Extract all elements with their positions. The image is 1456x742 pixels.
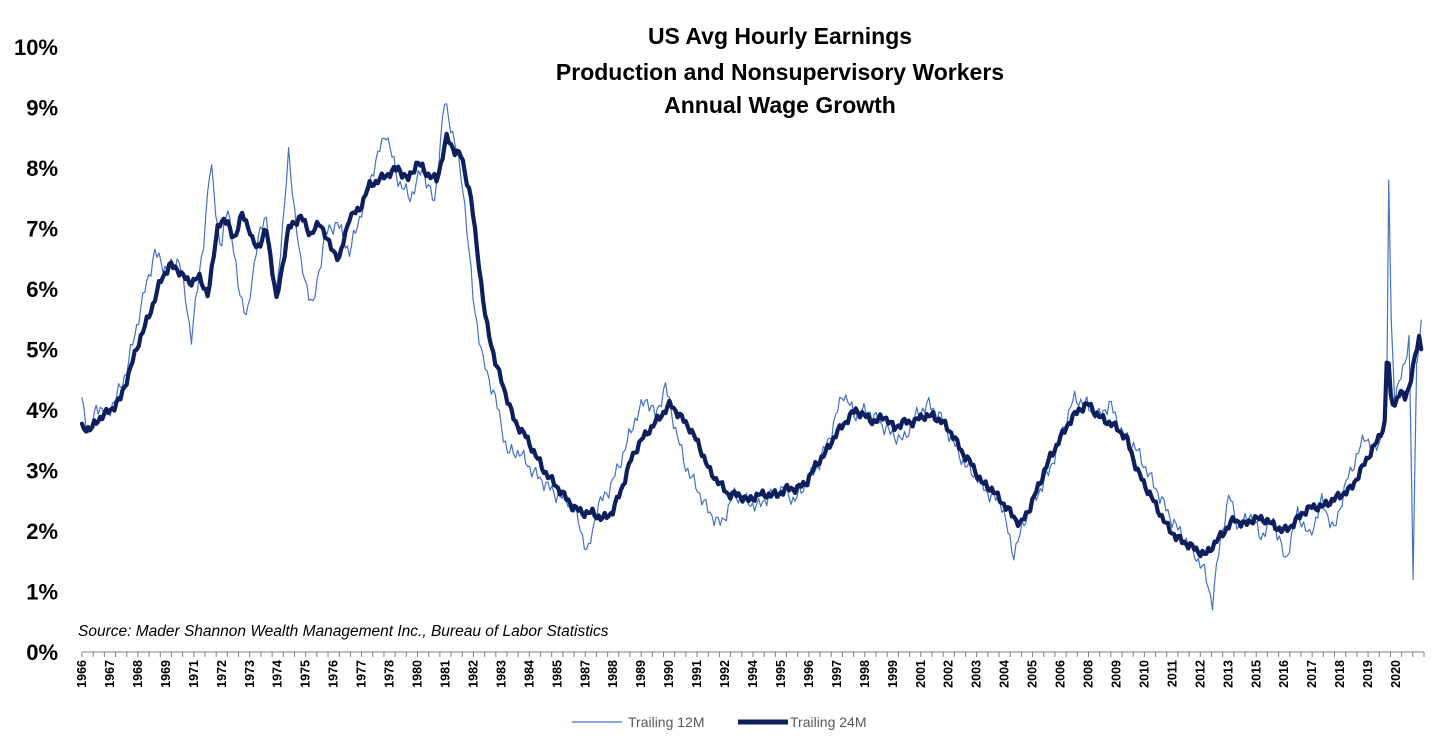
chart-title-line-3: Annual Wage Growth — [664, 92, 896, 118]
x-axis: 1966 1967 1968 1969 1971 1972 1973 1974 1975 1976… — [75, 651, 1425, 688]
x-tick-label: 1996 — [802, 660, 816, 688]
x-tick-label: 2012 — [1193, 660, 1207, 688]
x-tick-label: 2005 — [1026, 660, 1040, 688]
x-tick-label: 1975 — [299, 660, 313, 688]
x-tick-label: 2020 — [1389, 660, 1403, 688]
x-tick-label: 1967 — [103, 660, 117, 688]
x-tick-label: 1966 — [75, 660, 89, 688]
x-tick-label: 2006 — [1054, 660, 1068, 688]
chart-title-line-1: US Avg Hourly Earnings — [648, 23, 912, 49]
x-tick-label: 2011 — [1165, 660, 1179, 687]
y-tick-label: 4% — [26, 398, 58, 423]
x-tick-label: 1990 — [662, 660, 676, 688]
legend: Trailing 12M Trailing 24M — [572, 714, 867, 730]
x-tick-label: 1971 — [187, 660, 201, 688]
x-tick-label: 2019 — [1361, 660, 1375, 688]
x-tick-label: 1991 — [690, 660, 704, 688]
x-tick-label: 1981 — [438, 660, 452, 688]
x-tick-label: 1972 — [215, 660, 229, 688]
x-tick-label: 2017 — [1305, 660, 1319, 688]
x-tick-label: 2016 — [1277, 660, 1291, 688]
x-tick-label: 1982 — [466, 660, 480, 688]
x-tick-label: 2002 — [942, 660, 956, 688]
x-tick-label: 1995 — [774, 660, 788, 688]
y-tick-label: 0% — [26, 640, 58, 665]
y-tick-label: 6% — [26, 277, 58, 302]
x-tick-label: 1989 — [634, 660, 648, 688]
x-tick-label: 1994 — [746, 660, 760, 688]
x-tick-label: 1974 — [271, 660, 285, 688]
x-tick-label: 1985 — [550, 660, 564, 688]
y-tick-label: 8% — [26, 156, 58, 181]
x-tick-label: 2015 — [1249, 660, 1263, 688]
series-layer — [79, 103, 1424, 611]
source-note: Source: Mader Shannon Wealth Management … — [78, 623, 609, 640]
x-tick-label: 1984 — [522, 660, 536, 688]
x-tick-label: 1997 — [830, 660, 844, 688]
x-tick-label: 1973 — [243, 660, 257, 688]
y-tick-label: 7% — [26, 217, 58, 242]
y-tick-label: 9% — [26, 96, 58, 121]
x-tick-label: 2018 — [1333, 660, 1347, 688]
x-tick-label: 1968 — [131, 660, 145, 688]
x-tick-label: 1999 — [886, 660, 900, 688]
x-tick-label: 1987 — [578, 660, 592, 688]
x-tick-label: 2003 — [970, 660, 984, 688]
x-tick-label: 1988 — [606, 660, 620, 688]
y-tick-label: 5% — [26, 338, 58, 363]
x-tick-label: 1976 — [327, 660, 341, 688]
x-tick-label: 1969 — [159, 660, 173, 688]
series-line-trailing-24m — [79, 131, 1424, 559]
x-tick-label: 2009 — [1109, 660, 1123, 688]
y-tick-label: 10% — [14, 35, 58, 60]
chart-title-line-2: Production and Nonsupervisory Workers — [556, 59, 1004, 85]
y-tick-label: 2% — [26, 519, 58, 544]
x-tick-label: 1998 — [858, 660, 872, 688]
x-tick-label: 1980 — [411, 660, 425, 688]
x-tick-label: 2008 — [1082, 660, 1096, 688]
y-tick-label: 3% — [26, 459, 58, 484]
chart-title: US Avg Hourly Earnings Production and No… — [556, 23, 1004, 118]
x-tick-label: 2013 — [1221, 660, 1235, 688]
legend-label-trailing-12m: Trailing 12M — [628, 714, 705, 730]
x-tick-label: 1983 — [494, 660, 508, 688]
x-tick-label: 2004 — [998, 660, 1012, 688]
x-tick-label: 2001 — [914, 660, 928, 688]
x-tick-label: 1992 — [718, 660, 732, 688]
series-line-trailing-12m — [81, 103, 1422, 611]
x-tick-label: 2010 — [1137, 660, 1151, 688]
x-tick-label: 1978 — [383, 660, 397, 688]
y-axis: 0% 1% 2% 3% 4% 5% 6% 7% 8% 9% 10% — [14, 35, 58, 665]
legend-label-trailing-24m: Trailing 24M — [790, 714, 867, 730]
y-tick-label: 1% — [26, 580, 58, 605]
x-tick-label: 1977 — [355, 660, 369, 688]
